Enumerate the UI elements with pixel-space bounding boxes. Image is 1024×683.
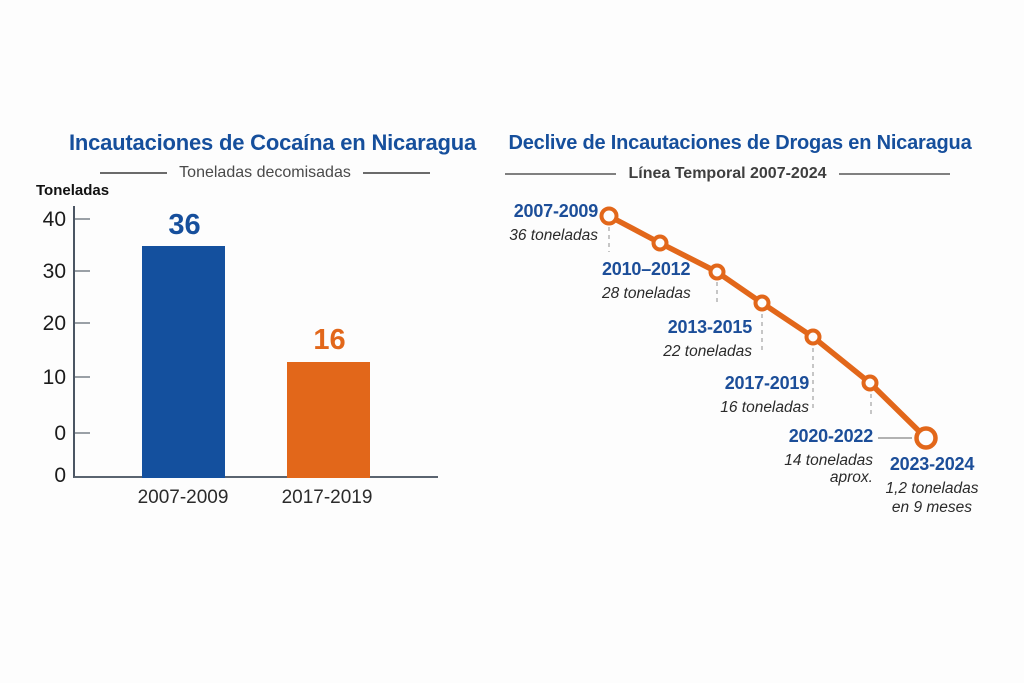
subtitle-rule-left [100,172,168,174]
detail-text: 16 toneladas [720,398,809,416]
left-chart-title: Incautaciones de Cocaína en Nicaragua [68,130,477,155]
period-text: 2013-2015 [667,317,752,337]
y-axis-tick [75,432,90,434]
detail-text-2: en 9 meses [891,498,973,516]
data-point-2017-2019 [804,328,822,346]
data-point-2020-2022 [861,374,879,392]
detail-text: 1,2 toneladas [885,479,979,497]
point-label-2023-2024: 2023-2024 1,2 toneladas en 9 meses [868,454,996,516]
point-label-2020-2022: 2020-2022 14 toneladas aprox. [743,426,873,486]
period-text: 2020-2022 [788,426,873,446]
detail-text: 36 toneladas [509,226,598,244]
point-label-2017-2019: 2017-2019 16 toneladas [679,373,809,416]
y-axis-tick [75,322,90,324]
subtitle-rule-left [505,173,617,175]
data-point-2013-2015 [753,294,771,312]
left-chart-subtitle: Toneladas decomisadas [179,164,351,181]
point-label-2013-2015: 2013-2015 22 toneladas [622,317,752,360]
y-tick-label: 40 [42,208,66,231]
detail-text: 22 toneladas [663,342,752,360]
data-point-intermediate [651,234,669,252]
bar-2017-2019 [287,362,370,478]
y-tick-label: 30 [42,260,66,283]
y-tick-label: 10 [42,366,66,389]
y-tick-label: 20 [42,312,66,335]
x-label-2007-2009: 2007-2009 [137,487,229,508]
left-chart-subtitle-row: Toneladas decomisadas [100,164,431,182]
right-chart-title: Declive de Incautaciones de Drogas en Ni… [508,132,972,154]
bar-value-2017-2019: 16 [313,324,346,356]
subtitle-rule-right [838,173,950,175]
decline-line-chart [599,206,938,450]
bar-chart-axes [73,206,438,478]
period-text: 2010–2012 [602,259,691,279]
point-label-2010-2012: 2010–2012 28 toneladas [602,259,712,302]
data-point-2007-2009 [599,206,619,226]
x-label-2017-2019: 2017-2019 [281,487,373,508]
data-point-2010-2012 [708,263,726,281]
bar-value-2007-2009: 36 [168,209,201,241]
right-chart-subtitle-row: Línea Temporal 2007-2024 [505,165,950,183]
period-text: 2023-2024 [889,454,975,474]
right-chart-subtitle: Línea Temporal 2007-2024 [628,165,827,182]
bar-2007-2009 [142,246,225,478]
y-axis-tick [75,218,90,220]
y-axis-tick [75,376,90,378]
period-text: 2007-2009 [513,201,598,221]
y-tick-label: 0 [54,422,66,445]
y-axis-title: Toneladas [36,182,110,199]
detail-text: 28 toneladas [602,284,691,302]
y-tick-label: 0 [54,464,66,487]
point-label-2007-2009: 2007-2009 36 toneladas [470,201,598,244]
subtitle-rule-right [362,172,431,174]
y-axis-tick [75,270,90,272]
detail-text: 14 toneladas aprox. [784,451,873,486]
data-point-2023-2024 [914,426,938,450]
period-text: 2017-2019 [724,373,809,393]
